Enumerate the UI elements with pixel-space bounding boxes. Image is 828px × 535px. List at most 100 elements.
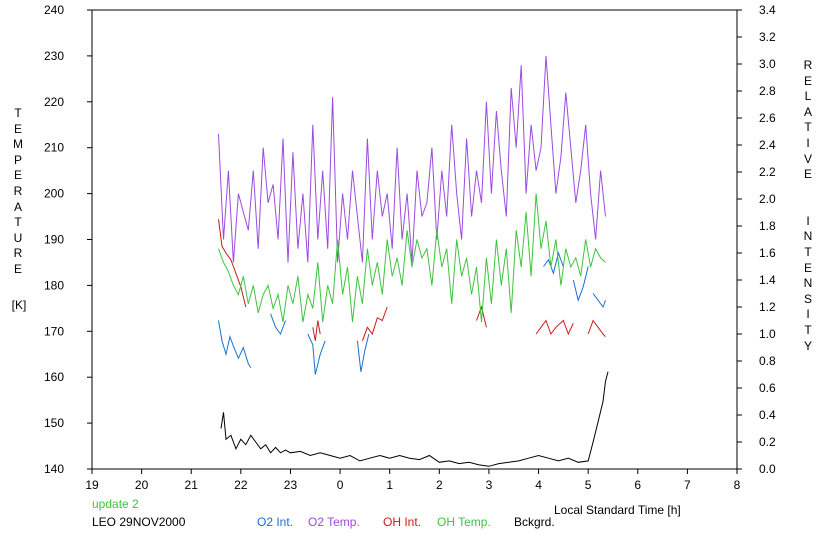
series-layer xyxy=(218,55,609,467)
y-axis-left-title-letter: T xyxy=(14,106,22,120)
series-line-oh-temp xyxy=(218,193,606,323)
y-axis-left-title-letter: T xyxy=(14,215,22,230)
y-axis-right-title-letter: I xyxy=(806,213,810,228)
y-axis-right-title-letter: I xyxy=(806,135,810,150)
y-right-tick-label: 2.8 xyxy=(759,84,776,98)
legend-entry: OH Int. xyxy=(383,515,421,529)
x-tick-label: 0 xyxy=(337,478,344,492)
x-tick-label: 20 xyxy=(135,478,149,492)
series-line-oh-int xyxy=(361,306,388,341)
y-axis-right-title-letter: V xyxy=(803,151,812,166)
legend: O2 Int. O2 Temp. OH Int. OH Temp. Bckgrd. xyxy=(257,515,555,529)
y-right-tick-label: 1.6 xyxy=(759,246,776,260)
y-left-tick-label: 170 xyxy=(44,324,64,338)
y-right-tick-label: 1.8 xyxy=(759,219,776,233)
y-right-tick-label: 0.8 xyxy=(759,354,776,368)
x-axis-title: Local Standard Time [h] xyxy=(554,503,681,517)
y-right-tick-label: 1.0 xyxy=(759,327,776,341)
y-axis-right: 0.0 0.2 0.4 0.6 0.8 1.0 1.2 1.4 1.6 1.8 2.0 2.2 2.4 2… xyxy=(737,3,776,476)
y-left-tick-label: 210 xyxy=(44,141,64,155)
y-axis-right-title-letter: N xyxy=(803,276,813,291)
y-axis-right-title-letter: I xyxy=(806,307,810,322)
y-left-tick-label: 140 xyxy=(44,462,64,476)
y-axis-right-title-letter: E xyxy=(803,167,812,182)
series-line-o2-int xyxy=(218,320,252,369)
y-axis-left: 140 150 160 170 180 190 200 210 220 230 240 xyxy=(44,3,92,476)
y-axis-right-title-letter: S xyxy=(803,291,812,306)
x-tick-label: 5 xyxy=(585,478,592,492)
y-right-tick-label: 3.0 xyxy=(759,57,776,71)
x-tick-label: 19 xyxy=(85,478,99,492)
x-tick-label: 1 xyxy=(386,478,393,492)
x-axis: 19 20 21 22 23 0 1 2 3 4 5 6 7 8 xyxy=(85,469,741,492)
y-axis-right-title-letter: T xyxy=(804,120,812,135)
series-line-o2-int xyxy=(307,333,326,375)
y-axis-left-title-letter: U xyxy=(13,230,23,245)
y-left-tick-label: 200 xyxy=(44,187,64,201)
series-line-oh-int xyxy=(476,305,487,328)
legend-entry: O2 Temp. xyxy=(308,515,360,529)
x-tick-label: 4 xyxy=(535,478,542,492)
y-left-tick-label: 150 xyxy=(44,416,64,430)
series-line-oh-int xyxy=(312,320,321,341)
y-axis-right-title-letter: R xyxy=(803,58,813,72)
update-note: update 2 xyxy=(92,497,139,511)
y-axis-right-title-letter: A xyxy=(803,104,812,119)
x-tick-label: 22 xyxy=(234,478,248,492)
y-axis-right-title-letter: N xyxy=(803,229,813,244)
y-axis-left-title-letter: E xyxy=(13,121,22,136)
y-right-tick-label: 2.4 xyxy=(759,138,776,152)
y-left-tick-label: 160 xyxy=(44,370,64,384)
x-tick-label: 23 xyxy=(284,478,298,492)
y-right-tick-label: 2.6 xyxy=(759,111,776,125)
x-tick-label: 8 xyxy=(734,478,741,492)
y-axis-left-title-letter: R xyxy=(13,246,23,261)
y-right-tick-label: 3.2 xyxy=(759,30,776,44)
series-line-o2-int xyxy=(270,313,286,336)
legend-entry: Bckgrd. xyxy=(514,515,555,529)
y-axis-left-title-letter: R xyxy=(13,183,23,198)
y-left-tick-label: 180 xyxy=(44,278,64,292)
x-tick-label: 6 xyxy=(634,478,641,492)
y-axis-left-title-letter: M xyxy=(13,137,23,152)
series-line-o2-int xyxy=(572,266,589,303)
station-date-label: LEO 29NOV2000 xyxy=(92,515,186,529)
y-axis-right-title-letter: E xyxy=(803,260,812,275)
y-axis-left-title-letter: E xyxy=(13,261,22,276)
series-line-oh-int xyxy=(587,319,606,338)
y-right-tick-label: 1.2 xyxy=(759,300,776,314)
y-axis-right-title-letter: T xyxy=(804,244,812,259)
y-right-tick-label: 0.0 xyxy=(759,462,776,476)
series-line-bckgrd xyxy=(220,371,609,467)
y-axis-right-title-letter: T xyxy=(804,322,812,337)
x-tick-label: 3 xyxy=(486,478,493,492)
series-line-o2-int xyxy=(356,333,370,372)
y-left-tick-label: 220 xyxy=(44,95,64,109)
y-axis-left-title-letter: A xyxy=(13,199,22,214)
series-line-o2-temp xyxy=(218,55,606,263)
y-right-tick-label: 0.2 xyxy=(759,435,776,449)
y-right-tick-label: 3.4 xyxy=(759,3,776,17)
legend-entry: O2 Int. xyxy=(257,515,293,529)
y-left-tick-label: 240 xyxy=(44,3,64,17)
plot-frame xyxy=(91,9,738,470)
x-tick-label: 2 xyxy=(436,478,443,492)
y-axis-left-title-letter: E xyxy=(13,168,22,183)
y-left-tick-label: 230 xyxy=(44,49,64,63)
y-axis-left-unit: [K] xyxy=(11,298,27,312)
y-axis-right-title-letter: L xyxy=(804,89,812,104)
series-line-o2-int xyxy=(592,293,606,309)
y-axis-right-title-gap xyxy=(800,183,816,214)
series-line-oh-int xyxy=(535,319,574,336)
y-right-tick-label: 0.6 xyxy=(759,381,776,395)
y-left-tick-label: 190 xyxy=(44,233,64,247)
y-right-tick-label: 0.4 xyxy=(759,408,776,422)
y-axis-right-title-letter: E xyxy=(803,73,812,88)
y-axis-left-title-letter: P xyxy=(13,152,22,167)
series-line-o2-int xyxy=(543,251,564,276)
x-tick-label: 21 xyxy=(185,478,199,492)
legend-entry: OH Temp. xyxy=(437,515,491,529)
